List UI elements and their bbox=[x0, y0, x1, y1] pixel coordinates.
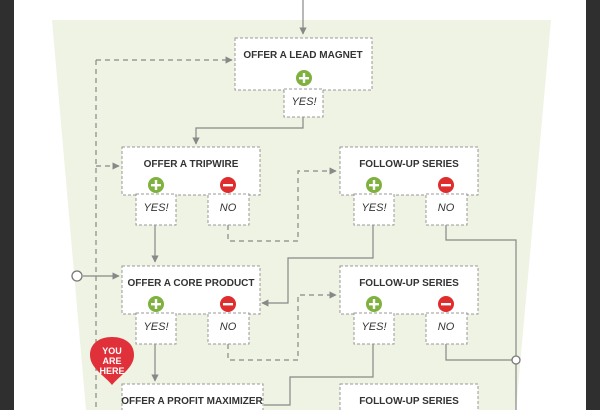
entry-point-circle bbox=[71, 270, 83, 282]
step-followup-3: FOLLOW-UP SERIES bbox=[339, 383, 479, 410]
no-label: NO bbox=[220, 202, 237, 214]
step-lead-magnet: OFFER A LEAD MAGNET YES! bbox=[234, 37, 373, 118]
badge-line-1: YOU bbox=[102, 346, 122, 356]
badge-line-2: ARE bbox=[102, 356, 121, 366]
step-followup-2: FOLLOW-UP SERIES YES! NO bbox=[339, 265, 479, 345]
plus-circle-icon bbox=[366, 296, 382, 312]
minus-circle-icon bbox=[438, 296, 454, 312]
step-title: OFFER A PROFIT MAXIMIZER bbox=[121, 396, 263, 407]
yes-label: YES! bbox=[291, 96, 316, 108]
minus-circle-icon bbox=[220, 296, 236, 312]
plus-circle-icon bbox=[148, 296, 164, 312]
step-title: OFFER A LEAD MAGNET bbox=[243, 50, 362, 61]
plus-circle-icon bbox=[366, 177, 382, 193]
connectors bbox=[83, 0, 517, 410]
step-title: FOLLOW-UP SERIES bbox=[359, 396, 459, 407]
step-profit-maximizer: OFFER A PROFIT MAXIMIZER bbox=[121, 383, 264, 410]
step-title: FOLLOW-UP SERIES bbox=[359, 278, 459, 289]
yes-label: YES! bbox=[143, 321, 168, 333]
plus-circle-icon bbox=[296, 70, 312, 86]
exit-point-circle bbox=[511, 355, 521, 365]
right-frame-border bbox=[586, 0, 600, 410]
step-title: OFFER A CORE PRODUCT bbox=[127, 278, 254, 289]
minus-circle-icon bbox=[438, 177, 454, 193]
step-title: OFFER A TRIPWIRE bbox=[144, 159, 239, 170]
no-label: NO bbox=[438, 321, 455, 333]
plus-circle-icon bbox=[148, 177, 164, 193]
yes-label: YES! bbox=[143, 202, 168, 214]
minus-circle-icon bbox=[220, 177, 236, 193]
badge-line-3: HERE bbox=[99, 366, 124, 376]
no-label: NO bbox=[438, 202, 455, 214]
step-followup-1: FOLLOW-UP SERIES YES! NO bbox=[339, 146, 479, 226]
step-title: FOLLOW-UP SERIES bbox=[359, 159, 459, 170]
yes-label: YES! bbox=[361, 202, 386, 214]
yes-label: YES! bbox=[361, 321, 386, 333]
left-frame-border bbox=[0, 0, 14, 410]
step-tripwire: OFFER A TRIPWIRE YES! NO bbox=[121, 146, 261, 226]
no-label: NO bbox=[220, 321, 237, 333]
you-are-here-badge: YOU ARE HERE bbox=[90, 337, 134, 385]
step-core-product: OFFER A CORE PRODUCT YES! NO bbox=[121, 265, 261, 345]
